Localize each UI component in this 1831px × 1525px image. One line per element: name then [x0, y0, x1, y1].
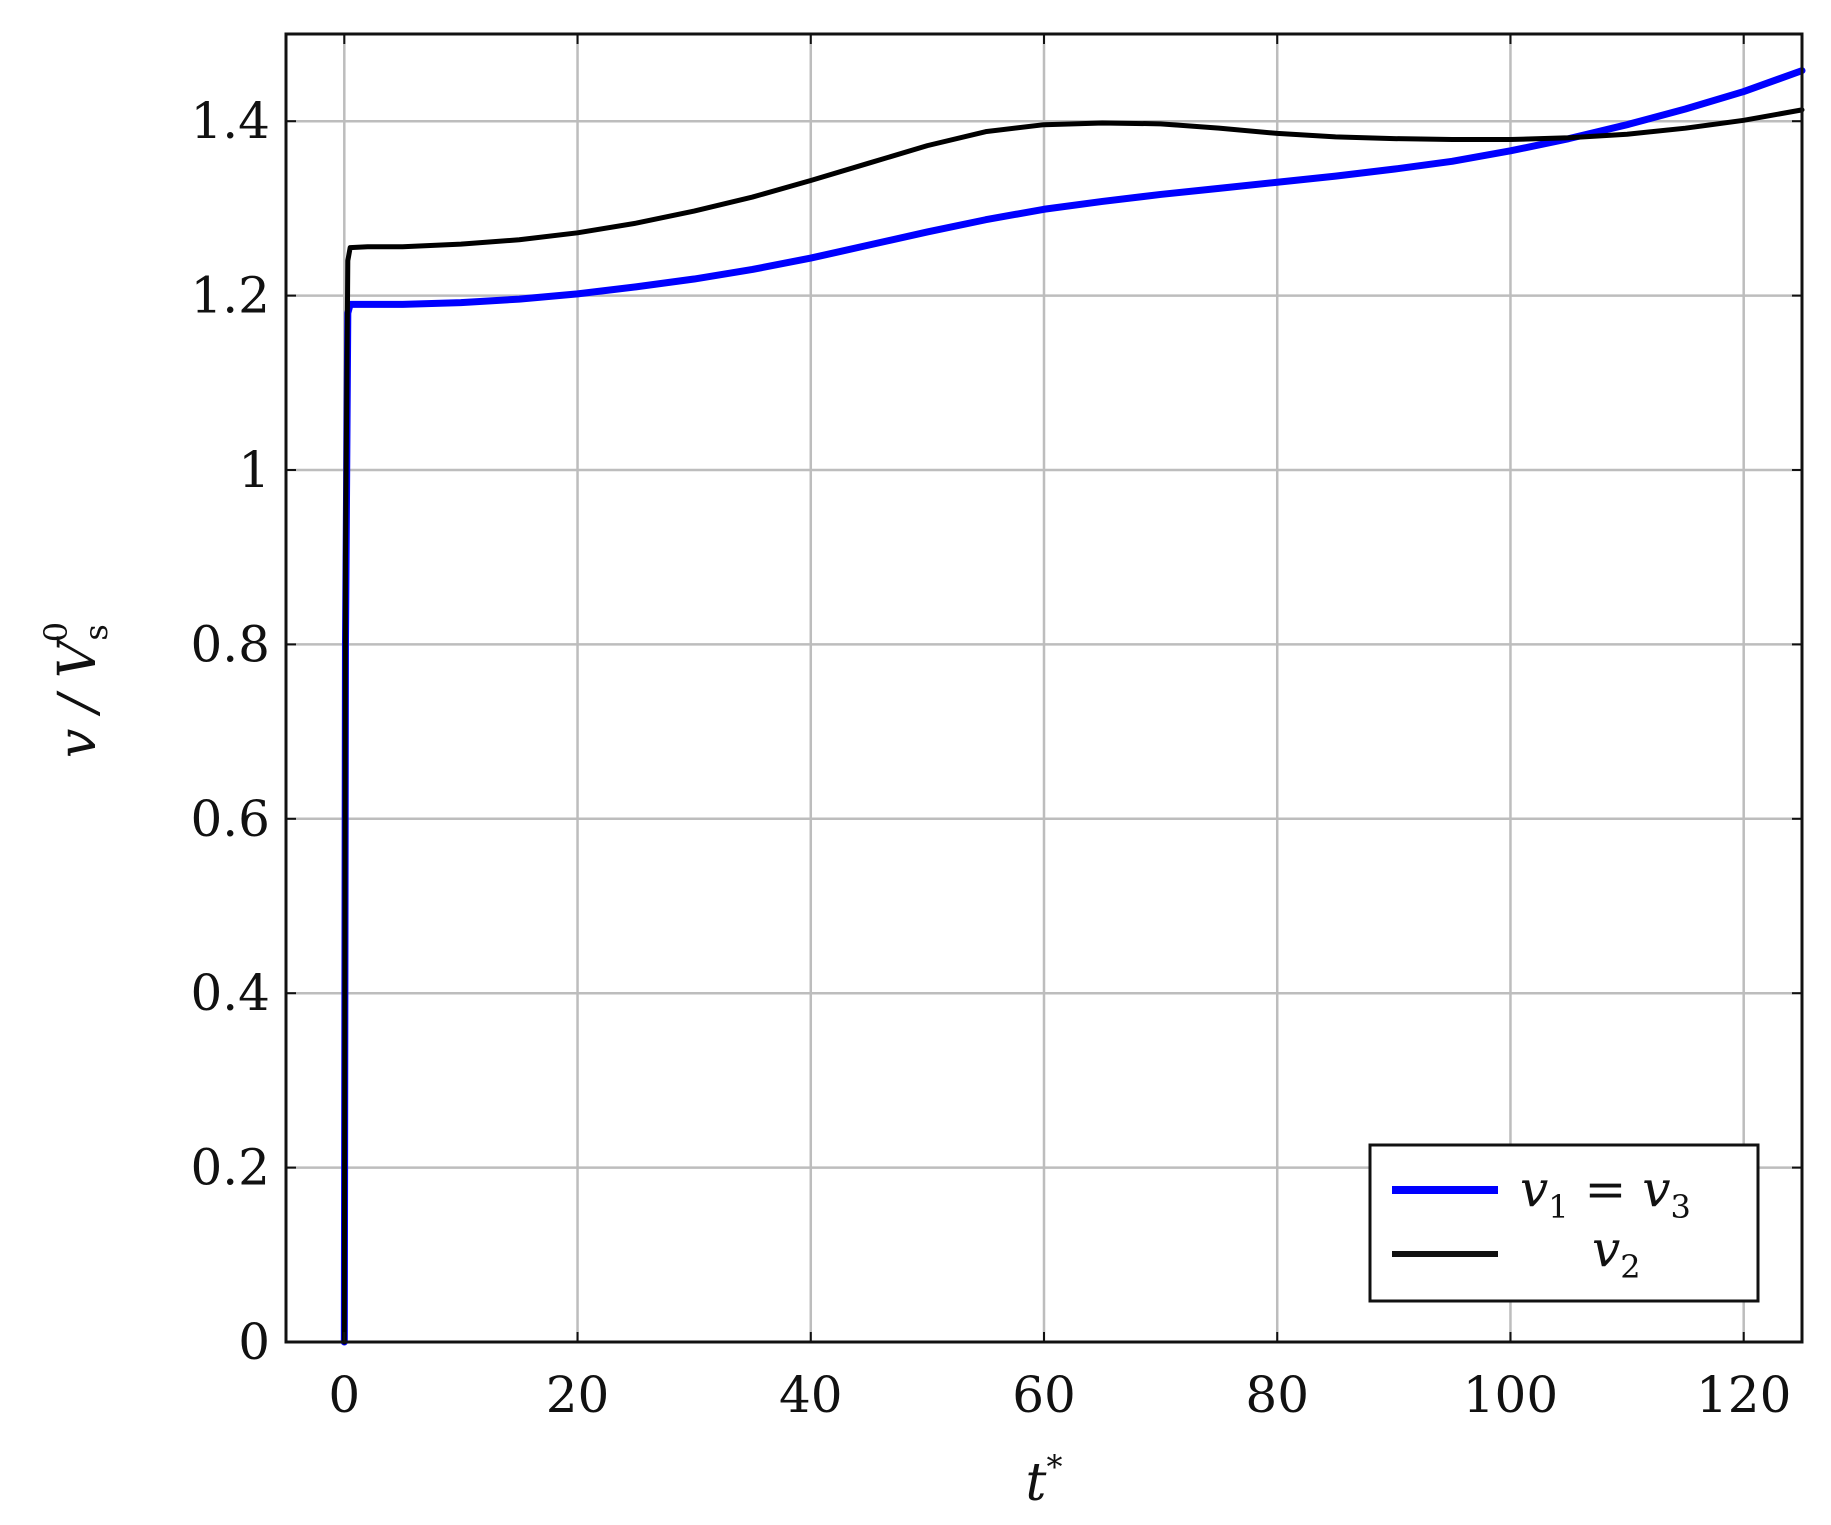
- svg-text:t*: t*: [1026, 1448, 1063, 1513]
- x-tick-label: 20: [546, 1366, 610, 1424]
- y-axis-label: v / Vs0: [37, 622, 115, 758]
- y-axis-label-num: v / V: [48, 636, 108, 758]
- y-axis-label-sup: 0: [37, 622, 75, 642]
- x-tick-label: 0: [328, 1366, 360, 1424]
- tick-layer: 0 20 40 60 80 100 120 0 0.2 0.4 0.6 0.8 1 1.2 1.4: [190, 34, 1802, 1424]
- y-axis-label-sub: s: [77, 624, 115, 640]
- legend: v1 = v3 v2: [1368, 1143, 1760, 1303]
- svg-text:v / Vs0: v / Vs0: [37, 622, 115, 758]
- x-tick-label: 100: [1463, 1366, 1558, 1424]
- series-line-v1-v3: [340, 67, 1806, 1346]
- x-tick-label: 40: [779, 1366, 843, 1424]
- grid-layer: [286, 34, 1802, 1344]
- series-line-v2: [341, 107, 1805, 1345]
- y-tick-label: 1: [238, 441, 270, 499]
- y-tick-label: 0: [238, 1313, 270, 1371]
- y-tick-label: 0.8: [190, 615, 270, 673]
- legend-label-v2: v2: [1592, 1220, 1641, 1286]
- legend-box: [1368, 1143, 1760, 1303]
- legend-label-v1-v3: v1 = v3: [1520, 1160, 1691, 1226]
- y-tick-label: 0.4: [190, 964, 270, 1022]
- x-axis-label: t*: [1026, 1448, 1063, 1513]
- x-tick-label: 60: [1012, 1366, 1076, 1424]
- y-tick-label: 1.2: [190, 267, 270, 325]
- x-tick-label: 120: [1696, 1366, 1791, 1424]
- y-tick-label: 1.4: [190, 92, 270, 150]
- y-tick-label: 0.2: [190, 1139, 270, 1197]
- y-tick-label: 0.6: [190, 790, 270, 848]
- x-tick-label: 80: [1245, 1366, 1309, 1424]
- series-layer: [340, 67, 1806, 1346]
